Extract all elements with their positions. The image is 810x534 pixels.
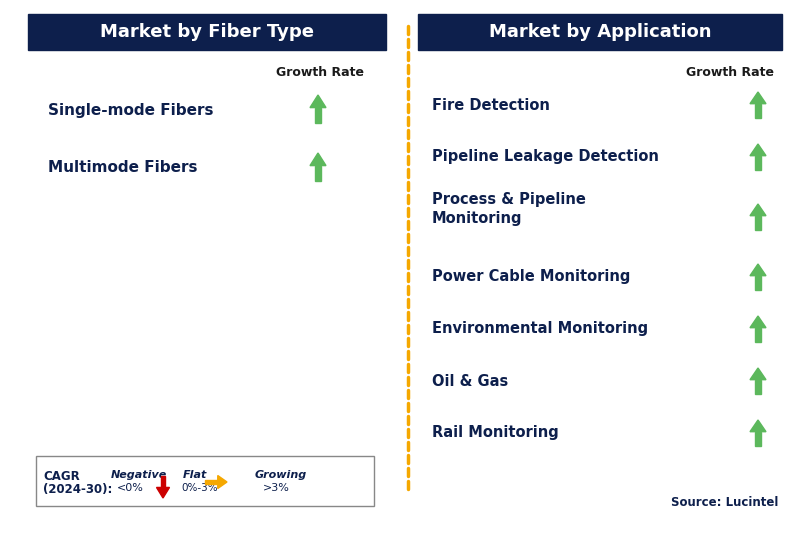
Text: Flat: Flat: [183, 470, 207, 480]
Text: Rail Monitoring: Rail Monitoring: [432, 426, 559, 441]
Text: Growth Rate: Growth Rate: [276, 66, 364, 78]
Polygon shape: [305, 487, 309, 499]
Polygon shape: [310, 95, 326, 107]
Text: Negative: Negative: [111, 470, 167, 480]
Polygon shape: [750, 316, 766, 328]
Text: Pipeline Leakage Detection: Pipeline Leakage Detection: [432, 150, 659, 164]
Polygon shape: [755, 104, 761, 118]
Text: Power Cable Monitoring: Power Cable Monitoring: [432, 270, 630, 285]
Polygon shape: [755, 380, 761, 394]
Text: Oil & Gas: Oil & Gas: [432, 373, 508, 389]
Polygon shape: [750, 92, 766, 104]
Text: Growth Rate: Growth Rate: [686, 66, 774, 78]
Polygon shape: [755, 216, 761, 230]
Bar: [28, 14, 386, 50]
Polygon shape: [156, 488, 169, 498]
Polygon shape: [315, 107, 321, 123]
Text: Market by Fiber Type: Market by Fiber Type: [100, 23, 314, 41]
Polygon shape: [205, 480, 218, 484]
Text: Multimode Fibers: Multimode Fibers: [48, 161, 198, 176]
Text: 0%-3%: 0%-3%: [181, 483, 218, 493]
Polygon shape: [755, 276, 761, 290]
Text: >3%: >3%: [263, 483, 290, 493]
Polygon shape: [750, 264, 766, 276]
Polygon shape: [160, 476, 165, 488]
Polygon shape: [310, 153, 326, 166]
Polygon shape: [755, 431, 761, 446]
Polygon shape: [218, 475, 227, 489]
Polygon shape: [755, 156, 761, 170]
Text: Single-mode Fibers: Single-mode Fibers: [48, 103, 214, 117]
Text: Growing: Growing: [255, 470, 307, 480]
Text: <0%: <0%: [117, 483, 144, 493]
Polygon shape: [750, 420, 766, 431]
Text: CAGR: CAGR: [43, 469, 79, 483]
Polygon shape: [315, 166, 321, 181]
Text: Process & Pipeline
Monitoring: Process & Pipeline Monitoring: [432, 192, 586, 226]
Polygon shape: [750, 144, 766, 156]
Bar: [418, 14, 782, 50]
Text: Source: Lucintel: Source: Lucintel: [671, 496, 778, 508]
Polygon shape: [301, 477, 313, 487]
Text: (2024-30):: (2024-30):: [43, 483, 113, 496]
Text: Market by Application: Market by Application: [488, 23, 711, 41]
Text: Environmental Monitoring: Environmental Monitoring: [432, 321, 648, 336]
Text: Fire Detection: Fire Detection: [432, 98, 550, 113]
FancyBboxPatch shape: [36, 456, 374, 506]
Polygon shape: [750, 368, 766, 380]
Polygon shape: [755, 328, 761, 342]
Polygon shape: [750, 204, 766, 216]
